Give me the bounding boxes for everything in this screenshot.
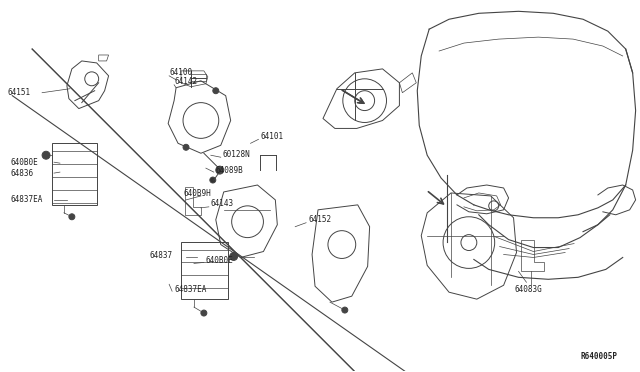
Text: 64143: 64143 [211, 199, 234, 208]
Circle shape [69, 214, 75, 220]
Circle shape [183, 144, 189, 150]
Circle shape [216, 166, 224, 174]
Text: R640005P: R640005P [580, 352, 618, 361]
Text: 64837EA: 64837EA [10, 195, 43, 204]
Text: 64836: 64836 [10, 169, 33, 177]
Circle shape [42, 151, 50, 159]
Text: 640B9H: 640B9H [183, 189, 211, 198]
Text: 64083G: 64083G [515, 285, 542, 294]
Text: 64089B: 64089B [216, 166, 244, 174]
Text: 64837: 64837 [149, 251, 172, 260]
Circle shape [230, 253, 237, 260]
Circle shape [201, 310, 207, 316]
Text: 64837EA: 64837EA [174, 285, 207, 294]
Text: 64101: 64101 [260, 132, 284, 141]
Text: 64100: 64100 [169, 68, 192, 77]
Text: 640B0E: 640B0E [206, 256, 234, 265]
Circle shape [342, 307, 348, 313]
Circle shape [210, 177, 216, 183]
Text: 60128N: 60128N [223, 150, 250, 159]
Text: 64142: 64142 [174, 77, 197, 86]
Text: 640B0E: 640B0E [10, 158, 38, 167]
Text: 64151: 64151 [7, 88, 30, 97]
Circle shape [213, 88, 219, 94]
Text: 64152: 64152 [308, 215, 332, 224]
